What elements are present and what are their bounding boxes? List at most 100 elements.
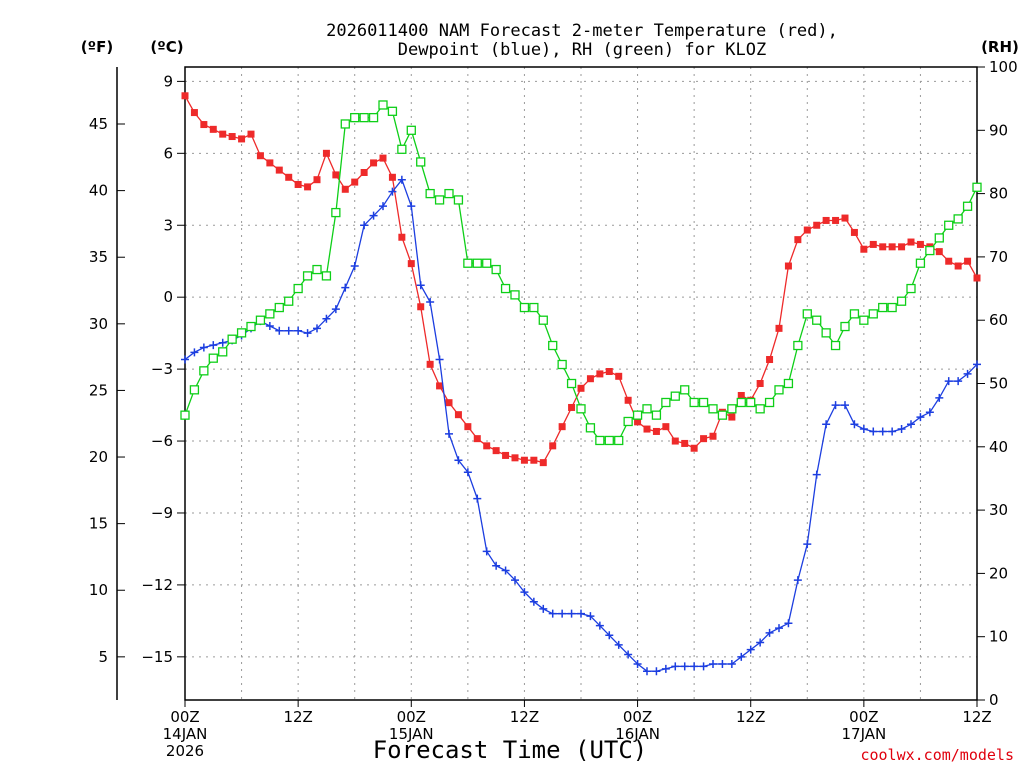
rh-point xyxy=(755,404,765,414)
temperature-point xyxy=(737,391,745,399)
temperature-point xyxy=(539,459,547,467)
dewpoint-point xyxy=(737,652,746,661)
celsius-tick-label: −15 xyxy=(141,648,173,666)
dewpoint-point xyxy=(567,609,576,618)
temperature-point xyxy=(322,149,330,157)
rh-tick-label: 90 xyxy=(989,121,1008,139)
dewpoint-point xyxy=(907,420,915,429)
dewpoint-point xyxy=(822,420,831,429)
temperature-point xyxy=(671,437,679,445)
rh-point xyxy=(265,309,275,319)
x-tick-label: 00Z xyxy=(170,708,199,726)
rh-point xyxy=(585,423,596,433)
rh-point xyxy=(378,100,388,110)
temperature-point xyxy=(388,173,396,181)
temperature-point xyxy=(454,411,462,419)
rh-point xyxy=(321,271,332,281)
dewpoint-point xyxy=(331,305,340,314)
dewpoint-point xyxy=(727,660,736,669)
rh-tick-label: 100 xyxy=(989,58,1018,76)
temperature-point xyxy=(426,360,434,368)
dewpoint-point xyxy=(529,597,538,606)
dewpoint-point xyxy=(850,420,859,429)
temperature-point xyxy=(398,233,406,241)
celsius-unit-label: (ºC) xyxy=(150,38,183,56)
dewpoint-point xyxy=(275,326,284,335)
rh-point xyxy=(302,271,313,281)
gridlines xyxy=(185,67,977,700)
fahrenheit-tick-label: 20 xyxy=(89,448,108,466)
series-dewpoint xyxy=(181,175,981,676)
temperature-point xyxy=(294,180,302,188)
rh-point xyxy=(821,328,831,338)
rh-point xyxy=(793,340,803,351)
dewpoint-point xyxy=(944,377,953,386)
chart-title-line1: 2026011400 NAM Forecast 2-meter Temperat… xyxy=(326,21,838,41)
dewpoint-point xyxy=(746,645,755,654)
dewpoint-point xyxy=(643,667,651,676)
rh-point xyxy=(529,302,539,313)
celsius-tick-label: 6 xyxy=(163,144,173,162)
temperature-point xyxy=(464,423,472,431)
rh-point xyxy=(830,340,841,351)
x-tick-label: 14JAN xyxy=(163,725,208,743)
rh-point xyxy=(632,410,643,420)
rh-point xyxy=(859,315,869,325)
temperature-point xyxy=(181,92,189,100)
x-tick-label: 2026 xyxy=(166,742,204,760)
rh-tick-label: 10 xyxy=(989,628,1008,646)
rh-point xyxy=(906,283,916,294)
rh-unit-label: (RH) xyxy=(981,38,1019,56)
rh-point xyxy=(934,233,944,243)
rh-point xyxy=(227,334,237,344)
rh-point xyxy=(953,214,963,224)
dewpoint-point xyxy=(831,401,840,410)
temperature-point xyxy=(784,262,792,270)
rh-point xyxy=(878,302,888,313)
dewpoint-point xyxy=(558,609,567,618)
temperature-point xyxy=(973,274,981,282)
celsius-tick-label: −3 xyxy=(151,360,173,378)
x-tick-label: 16JAN xyxy=(615,725,660,743)
rh-point xyxy=(453,195,464,205)
rh-point xyxy=(887,302,897,313)
celsius-tick-label: −12 xyxy=(141,576,173,594)
dewpoint-point xyxy=(577,609,585,618)
temperature-point xyxy=(285,173,293,181)
temperature-point xyxy=(605,368,613,376)
rh-point xyxy=(218,347,228,357)
rh-point xyxy=(698,397,709,408)
rh-point xyxy=(925,245,935,256)
x-axis-title: Forecast Time (UTC) xyxy=(373,736,648,764)
x-tick-label: 00Z xyxy=(397,708,426,726)
temperature-point xyxy=(313,176,321,184)
temperature-point xyxy=(954,262,962,270)
rh-tick-label: 60 xyxy=(989,311,1008,329)
dewpoint-point xyxy=(341,283,350,292)
rh-point xyxy=(500,283,511,294)
dewpoint-point xyxy=(454,456,463,465)
dewpoint-point xyxy=(209,341,218,350)
dewpoint-point xyxy=(388,187,397,196)
rh-point xyxy=(868,309,878,319)
rh-point xyxy=(416,157,426,167)
temperature-point xyxy=(511,454,519,462)
x-tick-label: 12Z xyxy=(962,708,991,726)
dewpoint-point xyxy=(199,343,208,352)
rh-point xyxy=(368,112,379,123)
dewpoint-point xyxy=(756,638,765,647)
temperature-point xyxy=(568,403,576,411)
dewpoint-point xyxy=(803,540,812,549)
dewpoint-point xyxy=(435,355,444,364)
rh-point xyxy=(764,397,775,408)
rh-point xyxy=(849,309,860,319)
credit-label: coolwx.com/models xyxy=(860,746,1014,764)
rh-point xyxy=(614,435,624,446)
rh-point xyxy=(774,385,784,395)
rh-point xyxy=(510,290,520,300)
temperature-point xyxy=(916,240,924,248)
temperature-point xyxy=(596,370,604,378)
x-tick-label: 12Z xyxy=(283,708,312,726)
rh-point xyxy=(727,404,737,414)
